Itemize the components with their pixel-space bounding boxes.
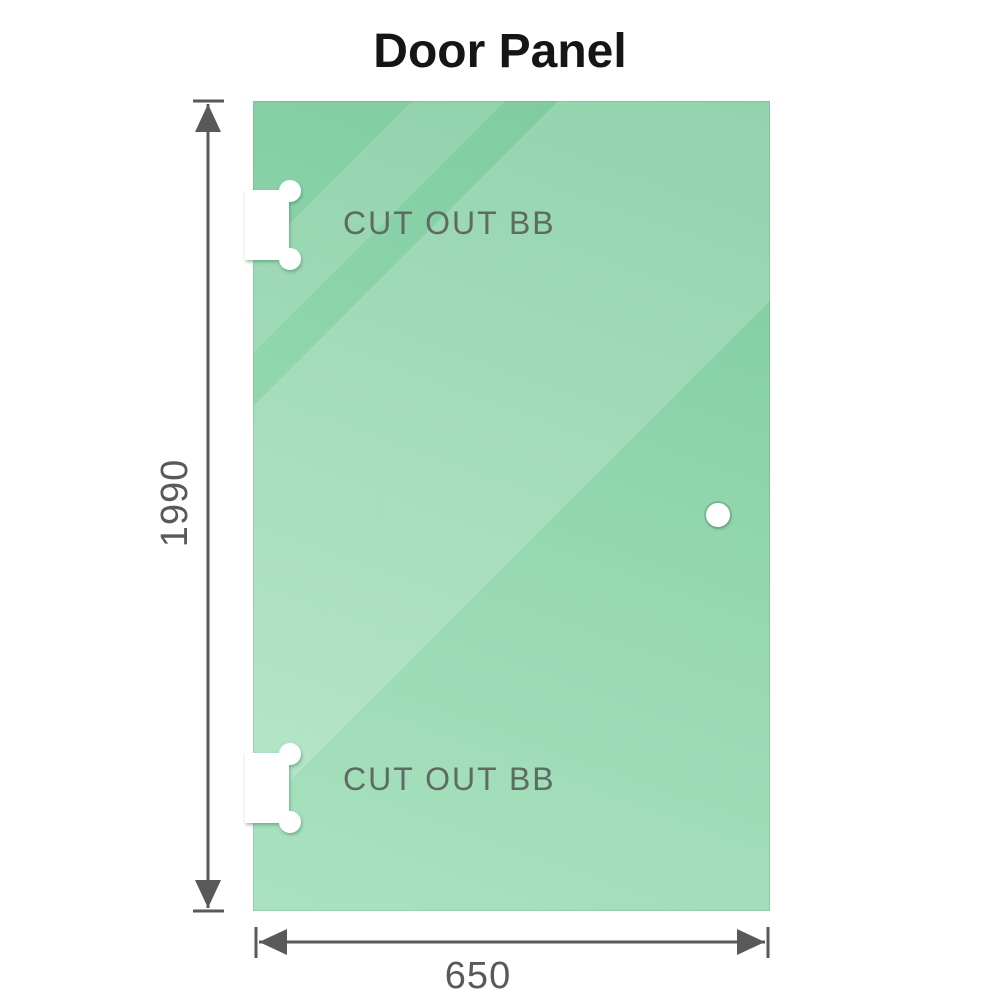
cutout-lobe-top — [279, 180, 301, 202]
handle-hole — [706, 503, 730, 527]
height-dimension-label: 1990 — [154, 458, 196, 548]
door-panel-glass — [253, 101, 770, 911]
cutout-top-label: CUT OUT BB — [343, 205, 556, 241]
arrow-left-icon — [259, 929, 287, 955]
height-dimension — [193, 99, 224, 913]
width-dimension — [254, 927, 770, 958]
arrow-up-icon — [195, 104, 221, 132]
page-title: Door Panel — [373, 25, 627, 78]
arrow-down-icon — [195, 880, 221, 908]
cutout-bottom-label: CUT OUT BB — [343, 761, 556, 797]
arrow-right-icon — [737, 929, 765, 955]
cutout-notch — [245, 190, 289, 260]
hinge-cutout-top — [245, 180, 301, 270]
cutout-notch — [245, 753, 289, 823]
cutout-lobe-top — [279, 743, 301, 765]
hinge-cutout-bottom — [245, 743, 301, 833]
cutout-lobe-bottom — [279, 811, 301, 833]
cutout-shape — [245, 180, 301, 270]
cutout-lobe-bottom — [279, 248, 301, 270]
width-dimension-label: 650 — [444, 955, 512, 997]
cutout-shape — [245, 743, 301, 833]
